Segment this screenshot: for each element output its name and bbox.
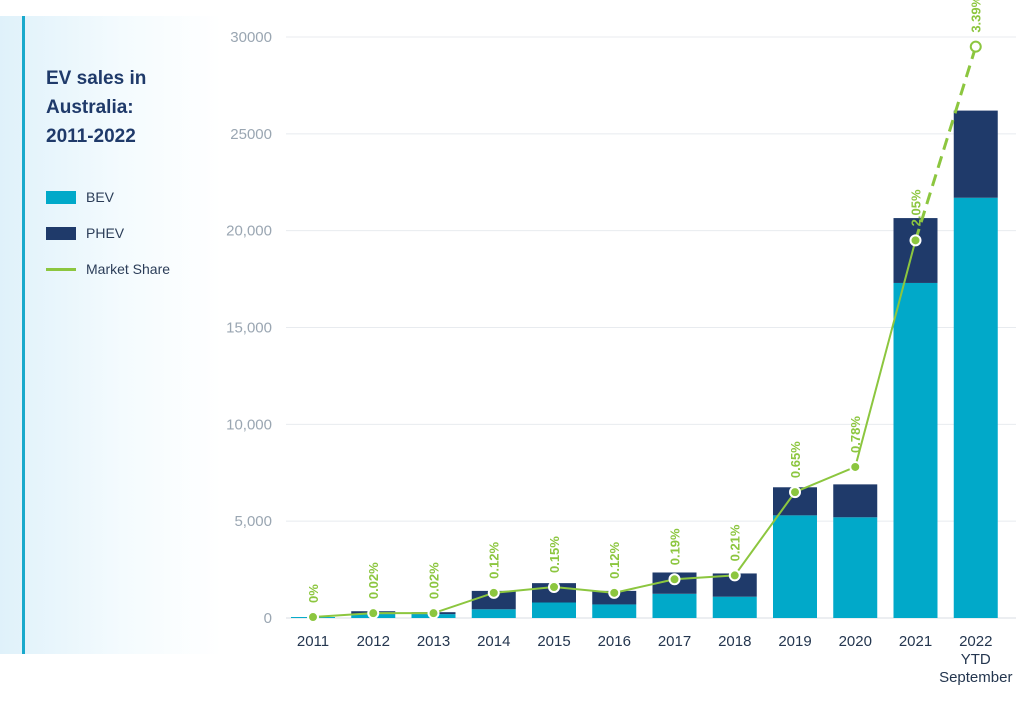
market-share-projected-line xyxy=(914,46,978,241)
market-share-point xyxy=(789,486,801,499)
market-share-label: 0.12% xyxy=(607,542,622,579)
market-share-point xyxy=(608,586,621,599)
market-share-label: 0% xyxy=(306,584,321,603)
market-share-point xyxy=(367,607,380,620)
market-share-point xyxy=(849,460,862,473)
bar-bev xyxy=(532,602,576,618)
bar-phev xyxy=(893,218,938,283)
market-share-label: 0.19% xyxy=(668,528,683,565)
market-share-point xyxy=(307,611,319,624)
bar-bev xyxy=(893,282,938,618)
legend-item-bev: BEV xyxy=(46,188,170,206)
market-share-point xyxy=(548,581,560,594)
x-tick-label: 2014 xyxy=(477,633,510,650)
market-share-label: 0.65% xyxy=(788,441,803,478)
legend-label-phev: PHEV xyxy=(86,225,125,241)
x-tick-label: 2018 xyxy=(718,633,751,650)
chart-title: EV sales in Australia: 2011-2022 xyxy=(46,64,216,151)
y-tick-label: 30000 xyxy=(230,29,272,46)
x-tick-label: 2012 xyxy=(357,633,390,650)
legend-item-market-share: Market Share xyxy=(46,260,170,278)
x-tick-label: 2013 xyxy=(417,633,450,650)
x-tick-label: 2016 xyxy=(598,633,631,650)
chart-legend: BEV PHEV Market Share xyxy=(46,188,170,296)
legend-item-phev: PHEV xyxy=(46,224,170,242)
chart-title-line-1: EV sales in xyxy=(46,68,147,89)
bar-bev xyxy=(652,593,697,618)
x-tick-label: 2015 xyxy=(537,633,570,650)
y-tick-label: 0 xyxy=(264,610,272,627)
market-share-point xyxy=(728,569,741,582)
y-tick-label: 20,000 xyxy=(226,223,272,240)
x-tick-label: 2022 xyxy=(959,633,992,650)
legend-swatch-bev xyxy=(46,190,76,204)
x-tick-label: YTD xyxy=(961,651,991,668)
side-accent-bar xyxy=(22,16,25,654)
market-share-point xyxy=(969,40,982,53)
bar-phev xyxy=(712,573,757,597)
market-share-point xyxy=(487,586,500,599)
chart-title-line-3: 2011-2022 xyxy=(46,126,136,147)
x-tick-label: 2011 xyxy=(297,633,329,650)
y-tick-label: 5,000 xyxy=(234,513,272,530)
legend-line-market-share xyxy=(46,267,76,271)
y-tick-label: 10,000 xyxy=(226,416,272,433)
x-tick-label: September xyxy=(939,669,1012,686)
bar-bev xyxy=(773,515,817,618)
bar-bev xyxy=(471,609,516,618)
market-share-label: 0.78% xyxy=(848,416,863,453)
x-tick-label: 2017 xyxy=(658,633,691,650)
market-share-label: 0.15% xyxy=(547,536,562,573)
y-tick-label: 25000 xyxy=(230,126,272,143)
market-share-label: 0.21% xyxy=(728,524,743,561)
market-share-label: 3.39% xyxy=(969,0,984,33)
bar-phev xyxy=(953,110,998,198)
x-tick-label: 2020 xyxy=(839,633,872,650)
bar-bev xyxy=(712,596,757,618)
market-share-point xyxy=(668,573,681,586)
legend-label-bev: BEV xyxy=(86,189,115,205)
market-share-label: 0.12% xyxy=(487,542,502,579)
bar-bev xyxy=(953,197,998,618)
bar-phev xyxy=(833,484,878,518)
x-tick-label: 2019 xyxy=(778,633,811,650)
side-panel xyxy=(0,16,222,654)
bar-bev xyxy=(592,604,637,618)
market-share-label: 2.05% xyxy=(909,189,924,226)
bar-bev xyxy=(833,517,878,618)
legend-swatch-phev xyxy=(46,226,76,240)
market-share-point xyxy=(427,607,440,620)
market-share-label: 0.02% xyxy=(427,562,442,599)
legend-label-market-share: Market Share xyxy=(86,261,171,277)
y-tick-label: 15,000 xyxy=(226,320,272,337)
market-share-label: 0.02% xyxy=(366,562,381,599)
chart-title-line-2: Australia: xyxy=(46,97,134,118)
x-tick-label: 2021 xyxy=(899,633,932,650)
market-share-point xyxy=(909,234,922,247)
